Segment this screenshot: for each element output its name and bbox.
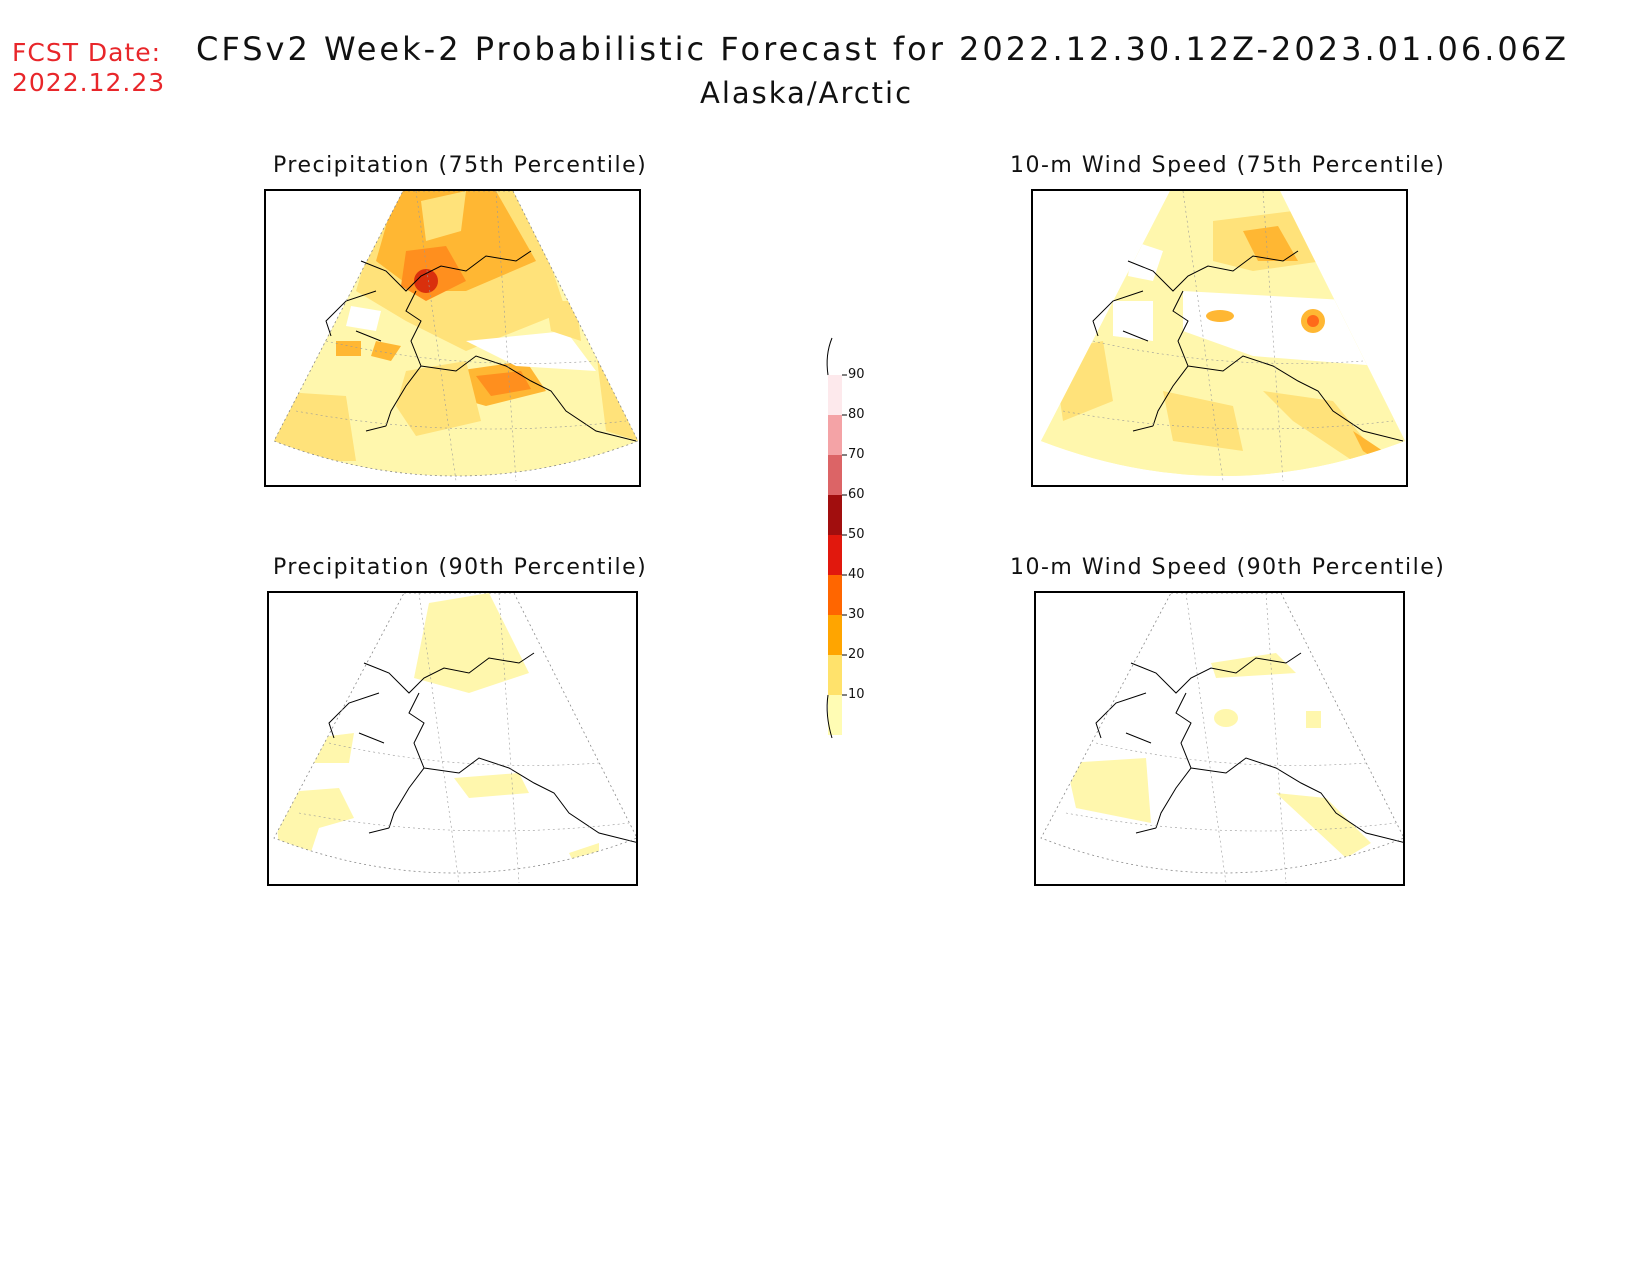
page-title: CFSv2 Week-2 Probabilistic Forecast for … <box>196 30 1570 68</box>
colorbar-swatch <box>828 495 842 535</box>
fcst-date-value: 2022.12.23 <box>12 68 166 97</box>
map-precip90 <box>273 593 636 884</box>
fcst-date-block: FCST Date: 2022.12.23 <box>12 38 165 98</box>
colorbar-swatch <box>828 695 842 735</box>
colorbar-swatch <box>828 655 842 695</box>
panel-title-precip75: Precipitation (75th Percentile) <box>273 153 648 178</box>
panel-title-precip90: Precipitation (90th Percentile) <box>273 555 648 580</box>
colorbar-swatch <box>828 375 842 415</box>
map-panel-precip75 <box>264 189 641 487</box>
colorbar-swatch <box>828 615 842 655</box>
map-wind75 <box>1041 191 1405 482</box>
colorbar-label: 70 <box>848 447 865 462</box>
colorbar-label: 60 <box>848 487 865 502</box>
map-panel-wind90 <box>1034 591 1405 886</box>
colorbar-swatch <box>828 535 842 575</box>
map-panel-precip90 <box>267 591 638 886</box>
colorbar-swatch <box>828 575 842 615</box>
colorbar-label: 90 <box>848 367 865 382</box>
colorbar-label: 30 <box>848 607 865 622</box>
colorbar-swatch <box>828 455 842 495</box>
map-panel-wind75 <box>1031 189 1408 487</box>
colorbar-label: 40 <box>848 567 865 582</box>
colorbar-label: 10 <box>848 687 865 702</box>
colorbar <box>826 337 847 739</box>
panel-title-wind90: 10-m Wind Speed (90th Percentile) <box>1010 555 1446 580</box>
colorbar-label: 80 <box>848 407 865 422</box>
map-wind90 <box>1040 593 1403 884</box>
colorbar-swatch <box>828 415 842 455</box>
colorbar-label: 50 <box>848 527 865 542</box>
colorbar-label: 20 <box>848 647 865 662</box>
panel-title-wind75: 10-m Wind Speed (75th Percentile) <box>1010 153 1446 178</box>
map-precip75 <box>273 191 639 482</box>
fcst-date-label: FCST Date: <box>12 38 162 67</box>
region-title: Alaska/Arctic <box>700 76 914 110</box>
